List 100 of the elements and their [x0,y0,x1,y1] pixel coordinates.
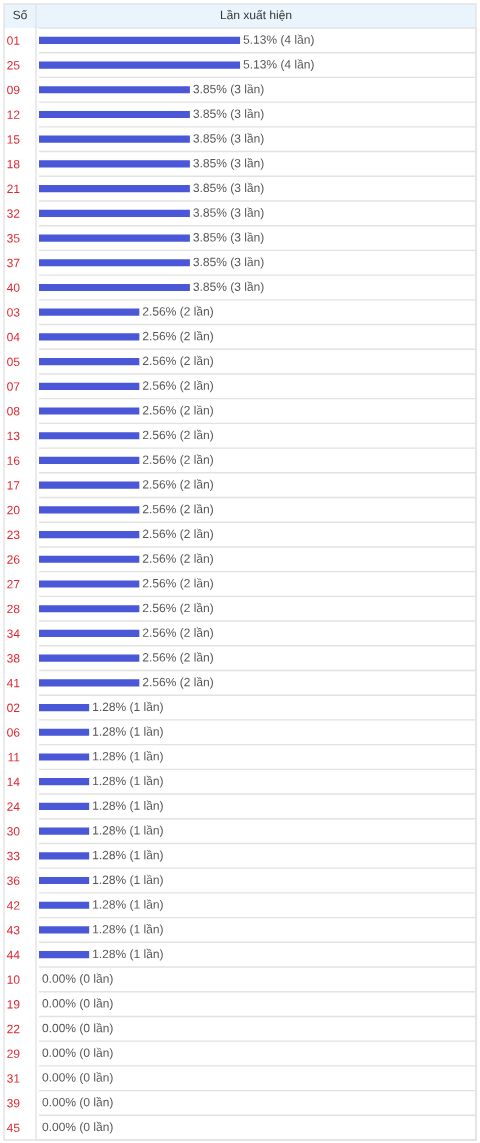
data-label: 1.28% (1 lần) [93,751,163,763]
y-tick-label: 18 [7,159,20,169]
data-label: 2.56% (2 lần) [142,429,213,442]
data-label: 2.56% (2 lần) [142,355,213,368]
y-tick-label: 14 [7,777,20,787]
bar [39,580,140,588]
data-label: 3.85% (3 lần) [193,232,264,244]
bar [39,234,190,242]
data-label: 2.56% (2 lần) [142,405,213,417]
bar [39,605,140,613]
data-label: 0.00% (0 lần) [42,998,113,1010]
data-label: 2.56% (2 lần) [142,331,213,343]
bar [39,358,140,366]
data-label: 1.28% (1 lần) [93,899,163,912]
y-tick-label: 06 [7,728,20,737]
y-tick-label: 28 [7,604,20,614]
y-tick-label: 11 [8,753,20,762]
bar [39,259,190,267]
data-label: 2.56% (2 lần) [142,578,213,590]
data-label: 5.13% (4 lần) [243,34,314,47]
bar [39,209,190,217]
data-label: 2.56% (2 lần) [142,627,213,640]
bar [39,876,90,885]
y-tick-label: 41 [6,678,20,688]
y-axis-title: Số [13,9,28,20]
bar [39,456,140,465]
bar [39,951,90,959]
data-label: 0.00% (0 lần) [42,1072,113,1085]
bar [39,432,140,440]
bar [39,333,140,341]
y-tick-label: 31 [7,1074,20,1083]
y-tick-label: 45 [6,1123,20,1133]
data-label: 0.00% (0 lần) [42,1097,113,1109]
bar [39,382,140,390]
data-label: 1.28% (1 lần) [93,775,163,788]
data-label: 5.13% (4 lần) [243,59,314,71]
data-label: 3.85% (3 lần) [193,182,264,195]
y-tick-label: 01 [7,36,20,45]
bar [39,827,90,835]
data-label: 1.28% (1 lần) [93,825,163,837]
y-tick-label: 08 [7,406,20,416]
x-axis-title: Lần xuất hiện [220,9,292,21]
y-tick-label: 40 [6,283,20,292]
data-label: 2.56% (2 lần) [142,528,213,541]
data-label: 2.56% (2 lần) [142,602,213,615]
bar [39,530,140,539]
y-tick-label: 02 [7,703,20,713]
bar [39,703,90,712]
y-tick-label: 15 [7,135,20,144]
y-tick-label: 44 [6,950,20,960]
data-label: 3.85% (3 lần) [193,83,264,96]
y-tick-label: 37 [7,258,20,268]
y-tick-label: 04 [7,332,20,342]
bar [39,901,90,909]
y-tick-label: 35 [7,234,20,243]
y-tick-label: 25 [7,61,20,70]
data-label: 3.85% (3 lần) [193,207,264,220]
data-label: 0.00% (0 lần) [42,973,113,986]
data-label: 1.28% (1 lần) [93,948,163,961]
bar [39,679,140,687]
data-label: 2.56% (2 lần) [142,380,213,393]
bar [39,185,190,193]
data-label: 1.28% (1 lần) [93,874,163,887]
data-label: 1.28% (1 lần) [93,800,163,813]
y-tick-label: 13 [7,431,20,441]
bar [39,852,90,860]
data-label: 0.00% (0 lần) [42,1121,113,1134]
data-label: 2.56% (2 lần) [142,652,213,664]
y-tick-label: 39 [7,1098,20,1108]
data-label: 1.28% (1 lần) [93,726,163,739]
bar [39,654,140,662]
data-label: 2.56% (2 lần) [142,306,213,319]
y-tick-label: 19 [7,1000,20,1009]
data-label: 3.85% (3 lần) [193,158,264,170]
y-tick-label: 17 [7,481,20,490]
bar [39,506,140,514]
bar [39,86,190,94]
y-tick-label: 07 [7,382,20,391]
data-label: 0.00% (0 lần) [42,1047,113,1060]
bar [39,36,241,44]
y-tick-label: 30 [7,827,20,836]
bar [39,407,140,415]
bar [39,753,90,761]
bar [39,283,190,292]
y-tick-label: 21 [7,184,20,193]
bar [39,308,140,316]
y-tick-label: 27 [7,579,20,589]
data-label: 3.85% (3 lần) [193,133,264,146]
y-tick-label: 36 [7,876,20,885]
data-label: 3.85% (3 lần) [193,281,264,294]
y-tick-label: 42 [6,901,20,910]
y-tick-label: 10 [7,975,20,984]
bar [39,61,241,69]
y-tick-label: 26 [7,555,20,564]
y-tick-label: 24 [7,802,20,811]
bar [39,160,190,168]
y-tick-label: 29 [7,1049,20,1058]
data-label: 1.28% (1 lần) [93,701,163,714]
bar [39,778,90,786]
bar [39,629,140,638]
